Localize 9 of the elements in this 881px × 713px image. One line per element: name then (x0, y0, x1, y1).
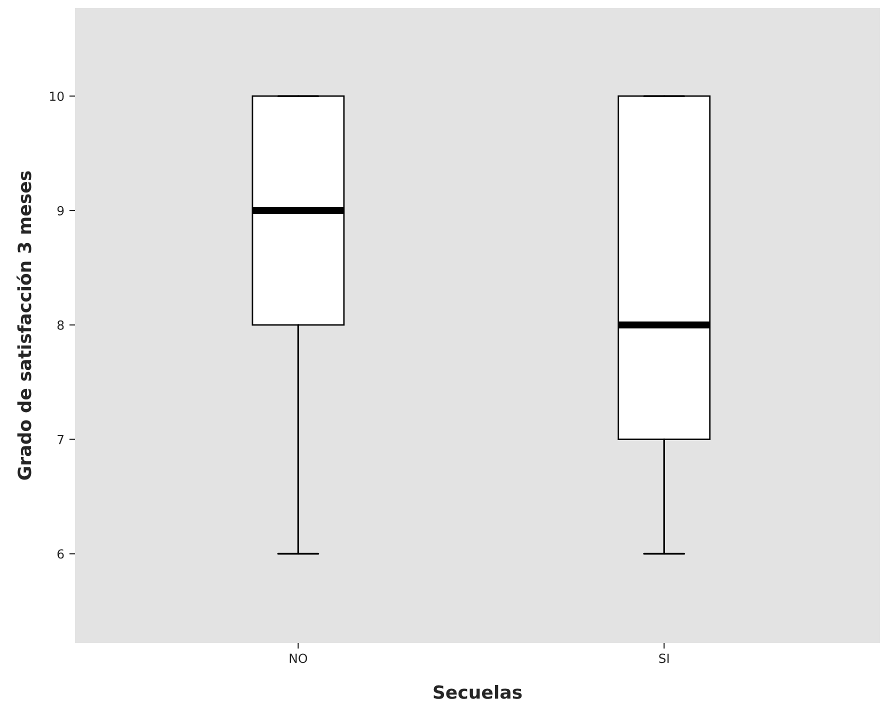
y-axis-title: Grado de satisfacción 3 meses (16, 171, 32, 480)
x-tick-label: NO (290, 654, 308, 664)
y-tick-label: 9 (57, 206, 64, 216)
x-axis-title: Secuelas (434, 684, 522, 699)
y-tick-label: 10 (50, 92, 64, 102)
y-tick-label: 7 (58, 434, 64, 444)
y-tick-label: 8 (57, 320, 64, 330)
y-tick-label: 6 (58, 549, 64, 559)
x-tick-label: SI (659, 654, 669, 664)
